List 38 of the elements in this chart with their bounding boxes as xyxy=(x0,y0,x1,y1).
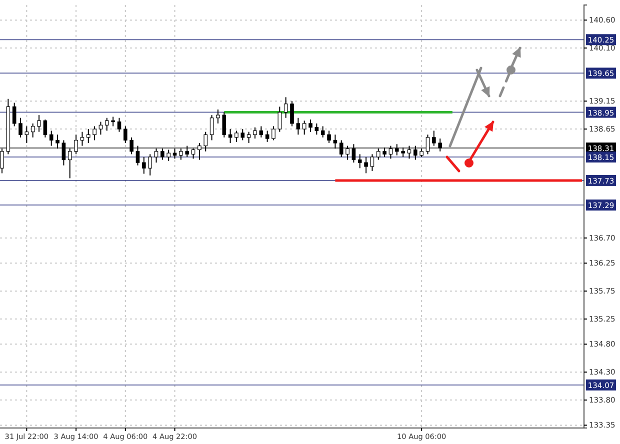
candlestick xyxy=(210,114,214,141)
candlestick xyxy=(308,119,312,132)
candlestick xyxy=(278,106,282,132)
candlestick xyxy=(358,154,362,169)
candlestick xyxy=(104,117,109,132)
candlestick xyxy=(92,126,96,141)
candlestick xyxy=(24,126,29,144)
candlestick xyxy=(117,117,122,132)
candlestick xyxy=(320,126,325,138)
candlestick xyxy=(314,122,319,136)
candlestick xyxy=(228,128,232,144)
candlestick xyxy=(364,156,368,174)
candlestick xyxy=(98,121,103,136)
candlestick xyxy=(12,102,16,127)
candlestick xyxy=(222,112,226,138)
candlestick xyxy=(43,119,48,138)
candlestick xyxy=(265,130,270,142)
candlestick xyxy=(124,126,128,144)
candlestick xyxy=(18,117,22,138)
candlestick xyxy=(148,154,152,176)
candlestick xyxy=(272,126,276,141)
candlestick xyxy=(259,126,264,138)
candlestick xyxy=(284,96,288,118)
candlestick xyxy=(327,130,331,144)
candlestick xyxy=(290,100,294,127)
candlestick xyxy=(302,120,306,136)
candlestick xyxy=(246,131,251,144)
candlestick xyxy=(296,117,300,136)
candlestick xyxy=(253,126,257,140)
candlestick xyxy=(142,156,146,174)
candlestick xyxy=(111,116,115,127)
candlestick xyxy=(370,154,374,172)
candlestick xyxy=(30,122,35,138)
candlestick xyxy=(240,128,245,141)
candlestick xyxy=(216,108,220,124)
candlestick xyxy=(234,130,238,142)
candlestick xyxy=(86,128,90,144)
candlestick xyxy=(37,114,41,132)
